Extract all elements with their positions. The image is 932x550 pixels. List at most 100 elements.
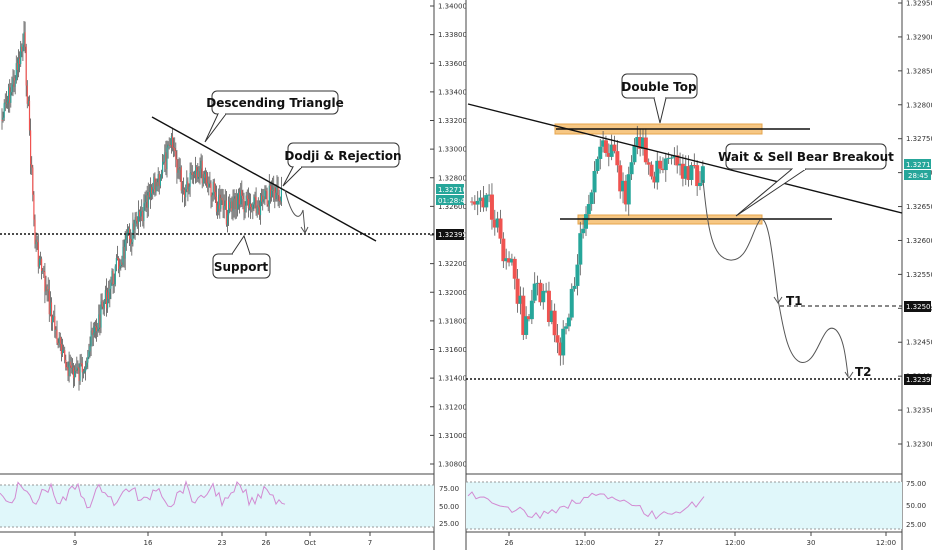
right-descending-trendline [467, 103, 903, 214]
candle-body [91, 330, 93, 335]
candle-body [262, 196, 264, 202]
y-tick-label: 1.31600 [438, 346, 467, 354]
candle-body [111, 271, 113, 283]
candle-body [9, 87, 11, 103]
candle-body [498, 218, 503, 239]
candle-body [107, 292, 109, 309]
candle-body [561, 328, 566, 356]
candle-body [478, 197, 483, 201]
y-tick-label: 1.33800 [438, 31, 467, 39]
x-tick-label: 12:00 [725, 539, 745, 547]
right-rsi-tick: 50.00 [906, 502, 926, 510]
candle-body [47, 289, 49, 292]
candle-body [5, 102, 7, 104]
candle-body [524, 316, 529, 335]
candle-body [133, 223, 135, 230]
callout-dodji-rejection: Dodji & Rejection [282, 142, 402, 187]
candle-body [135, 217, 137, 221]
candle-body [279, 200, 281, 202]
candle-body [618, 165, 623, 192]
candle-body [487, 194, 492, 196]
x-tick-label: 7 [368, 539, 372, 547]
candle-body [484, 195, 489, 208]
candle-body [36, 239, 38, 243]
candle-body [189, 172, 191, 187]
candle-body [6, 101, 9, 104]
candle-body [20, 46, 22, 65]
candle-body [635, 137, 640, 146]
candle-body [55, 329, 57, 331]
candle-body [197, 171, 199, 179]
candle-body [66, 367, 68, 369]
candle-body [253, 196, 255, 205]
candle-body [81, 363, 83, 373]
x-tick-label: Oct [304, 539, 316, 547]
candle-body [179, 167, 181, 171]
candle-body [689, 165, 694, 180]
candle-body [44, 271, 46, 292]
left-candles [1, 20, 282, 391]
projection-arrow [284, 189, 306, 233]
candle-body [93, 326, 95, 333]
y-tick-label: 1.32000 [438, 289, 467, 297]
candle-body [623, 180, 628, 205]
y-tick-label: 1.32600 [438, 203, 467, 211]
candle-body [678, 163, 683, 166]
left-rsi-tick: 50.00 [439, 503, 459, 511]
t2-price-tag [904, 374, 931, 385]
left-chart-panel: 1.34000 1.33800 1.33600 1.33400 1.33200 1.330… [0, 0, 467, 550]
t1-price-tag [904, 301, 931, 312]
candle-body [11, 84, 13, 93]
candle-body [254, 196, 256, 198]
candle-body [598, 146, 603, 159]
candle-body [28, 100, 31, 131]
candle-body [119, 266, 121, 269]
candle-body [125, 234, 127, 241]
right-chart-panel: 1.32950 1.32900 1.32850 1.32800 1.32750 1.327… [465, 0, 932, 550]
candle-body [575, 264, 580, 286]
candle-body [100, 301, 102, 328]
candle-body [244, 205, 246, 212]
candle-body [89, 346, 91, 352]
candle-body [248, 204, 251, 209]
candle-body [515, 278, 520, 304]
candle-body [16, 63, 18, 70]
candle-body [267, 204, 269, 207]
x-tick-label: 27 [655, 539, 664, 547]
t2-price-tag-text: 1.32395 [906, 376, 932, 384]
candle-body [156, 182, 158, 187]
candle-body [127, 228, 130, 233]
candle-body [207, 183, 209, 187]
candle-body [273, 187, 275, 191]
candle-body [113, 284, 115, 286]
x-tick-label: 30 [807, 539, 816, 547]
candle-body [168, 144, 170, 146]
y-tick-label: 1.32350 [906, 407, 932, 415]
candle-body [126, 232, 128, 235]
candle-body [153, 176, 155, 190]
candle-body [209, 182, 211, 184]
candle-body [169, 144, 171, 146]
candle-body [655, 160, 660, 183]
left-rsi-line [0, 479, 286, 509]
candle-body [108, 292, 110, 299]
candle-body [220, 198, 222, 209]
candle-body [132, 223, 134, 243]
candle-body [578, 233, 583, 265]
candle-body [3, 103, 5, 118]
candle-body [270, 189, 273, 197]
candle-body [170, 136, 172, 146]
candle-body [61, 350, 64, 355]
candle-body [592, 170, 597, 193]
candle-body [140, 211, 142, 217]
callout-support-text: Support [214, 260, 269, 274]
candle-body [698, 182, 702, 187]
candle-body [686, 166, 691, 180]
candle-body [558, 342, 563, 356]
candle-body [237, 192, 240, 200]
candle-body [43, 270, 45, 272]
candle-body [1, 119, 3, 121]
candle-body [10, 92, 12, 103]
candle-body [184, 189, 186, 198]
candle-body [99, 314, 101, 328]
